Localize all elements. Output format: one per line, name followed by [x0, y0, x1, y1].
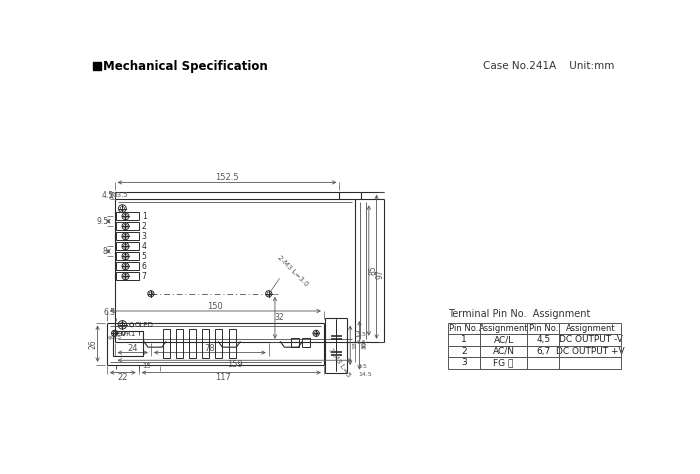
- Text: 1: 1: [141, 212, 146, 221]
- Text: 78: 78: [204, 344, 215, 353]
- Text: 6: 6: [141, 262, 146, 271]
- Text: Pin No.: Pin No.: [528, 324, 558, 333]
- Bar: [527, 322, 559, 334]
- Text: 3-M3 L=5: 3-M3 L=5: [327, 347, 351, 378]
- Text: DC OUTPUT +V: DC OUTPUT +V: [556, 347, 625, 356]
- Bar: [291, 338, 299, 347]
- Bar: [527, 334, 559, 346]
- Text: OLED: OLED: [135, 322, 154, 328]
- Text: 2: 2: [461, 347, 467, 356]
- Text: 5: 5: [141, 252, 146, 261]
- Text: 15: 15: [142, 363, 151, 369]
- Text: 6.5: 6.5: [356, 340, 366, 345]
- Bar: [116, 212, 139, 220]
- Text: 97: 97: [376, 270, 385, 279]
- Bar: [116, 253, 139, 260]
- Text: Mechanical Specification: Mechanical Specification: [103, 60, 267, 73]
- Bar: [559, 357, 622, 369]
- Text: 6,7: 6,7: [536, 347, 550, 356]
- Bar: [527, 346, 559, 357]
- Bar: [162, 329, 169, 358]
- Bar: [228, 329, 235, 358]
- Bar: [448, 334, 480, 346]
- Bar: [302, 338, 310, 347]
- Text: φ3.5: φ3.5: [113, 192, 129, 198]
- Text: 117: 117: [216, 373, 231, 382]
- Text: 24: 24: [127, 344, 138, 353]
- Text: FG ⏚: FG ⏚: [494, 358, 514, 367]
- Text: 30: 30: [363, 341, 368, 349]
- Bar: [480, 334, 527, 346]
- Bar: [202, 329, 209, 358]
- Bar: [527, 357, 559, 369]
- Text: 22: 22: [118, 373, 128, 382]
- Bar: [116, 242, 139, 250]
- Text: Terminal Pin No.  Assignment: Terminal Pin No. Assignment: [448, 310, 590, 319]
- Bar: [113, 331, 143, 356]
- Text: 8: 8: [102, 247, 107, 256]
- Text: 6.5: 6.5: [103, 308, 116, 317]
- Text: 30: 30: [362, 341, 367, 349]
- Bar: [176, 329, 183, 358]
- Text: φ3.5: φ3.5: [108, 335, 122, 340]
- Bar: [448, 322, 480, 334]
- Bar: [216, 329, 223, 358]
- Bar: [480, 346, 527, 357]
- Text: Pin No.: Pin No.: [449, 324, 479, 333]
- Text: 32: 32: [275, 313, 284, 322]
- Text: DC OUTPUT -V: DC OUTPUT -V: [559, 336, 622, 344]
- Bar: [559, 334, 622, 346]
- Bar: [189, 329, 196, 358]
- Text: Assignment: Assignment: [479, 324, 528, 333]
- Text: 9.5: 9.5: [97, 217, 109, 226]
- Text: 152.5: 152.5: [215, 173, 239, 182]
- Bar: [448, 357, 480, 369]
- Bar: [559, 322, 622, 334]
- Bar: [448, 346, 480, 357]
- Text: 4: 4: [141, 242, 146, 251]
- Bar: [559, 346, 622, 357]
- Text: 85: 85: [368, 266, 377, 275]
- Bar: [116, 263, 139, 270]
- Text: 26: 26: [88, 339, 97, 348]
- Text: 1: 1: [461, 336, 467, 344]
- Bar: [480, 357, 527, 369]
- Text: 4,5: 4,5: [536, 336, 550, 344]
- Text: 3.5: 3.5: [356, 332, 366, 337]
- Bar: [93, 62, 101, 70]
- Text: 2: 2: [141, 222, 146, 231]
- Text: 3: 3: [461, 358, 467, 367]
- Text: 7: 7: [141, 272, 146, 281]
- Text: 18: 18: [352, 341, 358, 349]
- Text: 3.5: 3.5: [358, 364, 368, 369]
- Bar: [116, 222, 139, 230]
- Text: 159: 159: [227, 360, 243, 369]
- Text: 14.5: 14.5: [358, 372, 372, 377]
- Text: Assignment: Assignment: [566, 324, 615, 333]
- Text: 2-M3 L=3.0: 2-M3 L=3.0: [276, 254, 309, 287]
- Text: AC/L: AC/L: [494, 336, 514, 344]
- Text: 4.5: 4.5: [102, 191, 113, 200]
- Text: 3: 3: [141, 232, 146, 241]
- Bar: [480, 322, 527, 334]
- Text: 150: 150: [207, 302, 223, 311]
- Bar: [116, 273, 139, 280]
- Text: Case No.241A    Unit:mm: Case No.241A Unit:mm: [483, 61, 614, 71]
- Text: AC/N: AC/N: [493, 347, 514, 356]
- Text: SVR1: SVR1: [118, 331, 136, 337]
- Bar: [116, 232, 139, 240]
